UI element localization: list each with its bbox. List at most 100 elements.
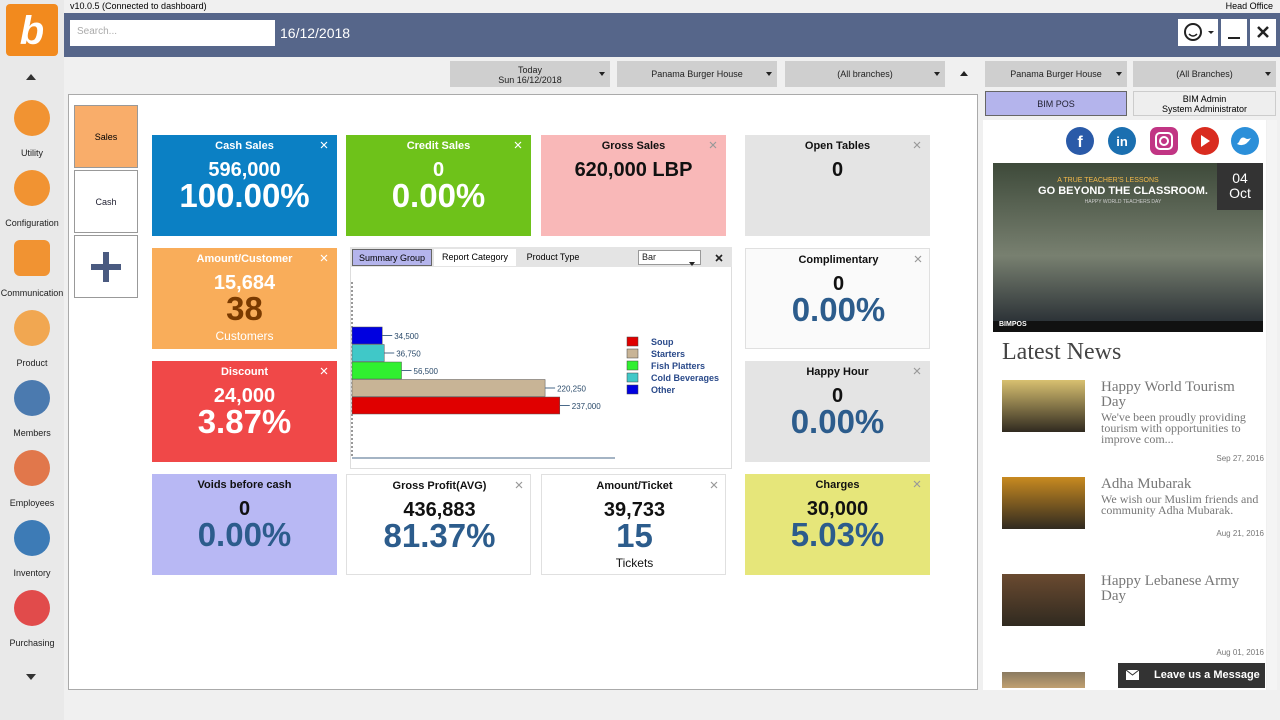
linkedin[interactable]: [1108, 127, 1136, 155]
tile-close[interactable]: [320, 367, 328, 375]
scroll-up[interactable]: [24, 72, 38, 82]
news-title[interactable]: Adha Mubarak: [1101, 476, 1192, 492]
sales-tab[interactable]: Sales: [74, 105, 138, 168]
sidebar-label: Product: [16, 358, 48, 368]
tile-value: 0.00%: [791, 291, 886, 328]
sidebar-icon[interactable]: [14, 240, 50, 276]
news-text: We wish our Muslim friends and community…: [1101, 492, 1259, 517]
sidebar-icon[interactable]: [14, 450, 50, 486]
tile: Happy Hour 0 0.00%: [745, 361, 930, 462]
search[interactable]: Search...: [70, 20, 275, 46]
period-dropdown[interactable]: Today Sun 16/12/2018: [450, 61, 610, 87]
scroll-down[interactable]: [24, 672, 38, 682]
tile-value: Tickets: [615, 556, 654, 570]
sidebar-icon[interactable]: [14, 590, 50, 626]
user-info: BIM Admin System Administrator: [1133, 91, 1276, 116]
news-thumbnail[interactable]: [1002, 380, 1085, 432]
chart-tab[interactable]: Summary Group: [352, 249, 432, 266]
banner[interactable]: A TRUE TEACHER'S LESSONS GO BEYOND THE C…: [993, 163, 1263, 332]
news-thumbnail[interactable]: [1002, 574, 1085, 626]
chart-close[interactable]: [713, 252, 725, 264]
chart-type-select[interactable]: Bar: [638, 250, 701, 266]
user-role: System Administrator: [1161, 104, 1248, 114]
banner-kicker: A TRUE TEACHER'S LESSONS: [1057, 177, 1159, 184]
chart-tab[interactable]: Report Category: [434, 249, 516, 266]
tile-value: 0: [238, 498, 251, 520]
user-button[interactable]: BIM POS: [985, 91, 1127, 116]
instagram[interactable]: [1150, 127, 1178, 155]
tile-close[interactable]: [914, 255, 922, 263]
tile-title: Complimentary: [798, 254, 879, 266]
tile-value: 436,883: [403, 499, 476, 521]
cash-tab[interactable]: Cash: [74, 170, 138, 233]
sidebar-label: Utility: [21, 148, 43, 158]
tile-close[interactable]: [515, 481, 523, 489]
social-icons: f in: [1066, 127, 1259, 155]
sidebar-icon[interactable]: [14, 170, 50, 206]
news-text: We've been proudly providing tourism wit…: [1101, 410, 1246, 446]
tile: Amount/Ticket 39,733 15 Tickets: [541, 474, 726, 575]
news-title[interactable]: Happy Lebanese Army Day: [1101, 573, 1240, 604]
news-date: Sep 27, 2016: [1216, 454, 1264, 463]
tile-value: 3.87%: [197, 403, 292, 440]
right-branch-dropdown[interactable]: (All Branches): [1133, 61, 1276, 87]
right-company-dropdown[interactable]: Panama Burger House: [985, 61, 1127, 87]
tile-value: 0.00%: [790, 403, 885, 440]
sidebar-icon[interactable]: [14, 520, 50, 556]
company-dropdown[interactable]: Panama Burger House: [617, 61, 777, 87]
user-name: BIM Admin: [1182, 94, 1227, 104]
tile-close[interactable]: [320, 141, 328, 149]
tile-close[interactable]: [710, 481, 718, 489]
period-date: Sun 16/12/2018: [498, 75, 562, 85]
tile-title: Amount/Ticket: [596, 480, 673, 492]
tile-value: 0: [831, 159, 844, 181]
news-title[interactable]: Happy World Tourism Day: [1101, 379, 1235, 410]
minimize[interactable]: [1221, 19, 1247, 46]
tile-close[interactable]: [514, 141, 522, 149]
sidebar-icon[interactable]: [14, 100, 50, 136]
tile-value: 0: [831, 385, 844, 407]
tile-value: 620,000 LBP: [574, 159, 693, 181]
tile: Open Tables 0: [745, 135, 930, 236]
chart-tab[interactable]: Product Type: [526, 252, 580, 262]
tile-title: Discount: [220, 366, 269, 378]
tile-value: 15: [616, 517, 653, 554]
tile-close[interactable]: [320, 254, 328, 262]
tile-title: Happy Hour: [806, 366, 869, 378]
tile-close[interactable]: [913, 141, 921, 149]
tile: Discount 24,000 3.87%: [152, 361, 337, 462]
news-thumbnail[interactable]: [1002, 477, 1085, 529]
tile-title: Gross Sales: [601, 140, 666, 152]
tile-value: 15,684: [213, 272, 276, 294]
period: Today: [517, 65, 543, 75]
sidebar-icon[interactable]: [14, 380, 50, 416]
sidebar-label: Configuration: [5, 218, 59, 228]
mail-icon: [1126, 670, 1140, 680]
banner-brand: BIMPOS: [999, 321, 1027, 328]
date-badge: 04 Oct: [1217, 163, 1263, 210]
tile-value: 81.37%: [383, 517, 496, 554]
collapse[interactable]: [958, 68, 970, 78]
tile-value: 30,000: [806, 498, 869, 520]
add-tab[interactable]: [74, 235, 138, 298]
svg-text:in: in: [1116, 134, 1128, 149]
scrollbar[interactable]: [1267, 120, 1277, 690]
message-button[interactable]: Leave us a Message: [1118, 663, 1265, 688]
chart-panel: [350, 247, 732, 469]
tile-value: Customers: [215, 329, 274, 343]
news-thumbnail[interactable]: [1002, 672, 1085, 688]
tile-close[interactable]: [709, 141, 717, 149]
sidebar-icon[interactable]: [14, 310, 50, 346]
tile-value: 0: [832, 273, 845, 295]
logo[interactable]: b: [6, 4, 58, 56]
svg-text:b: b: [20, 9, 44, 53]
banner-headline: GO BEYOND THE CLASSROOM.: [1038, 185, 1208, 197]
tile-close[interactable]: [913, 367, 921, 375]
branch-dropdown[interactable]: (All branches): [785, 61, 945, 87]
facebook[interactable]: [1066, 127, 1094, 155]
tile: Cash Sales 596,000 100.00%: [152, 135, 337, 236]
tile-value: 24,000: [213, 385, 276, 407]
tile: Voids before cash 0 0.00%: [152, 474, 337, 575]
tile-close[interactable]: [913, 480, 921, 488]
